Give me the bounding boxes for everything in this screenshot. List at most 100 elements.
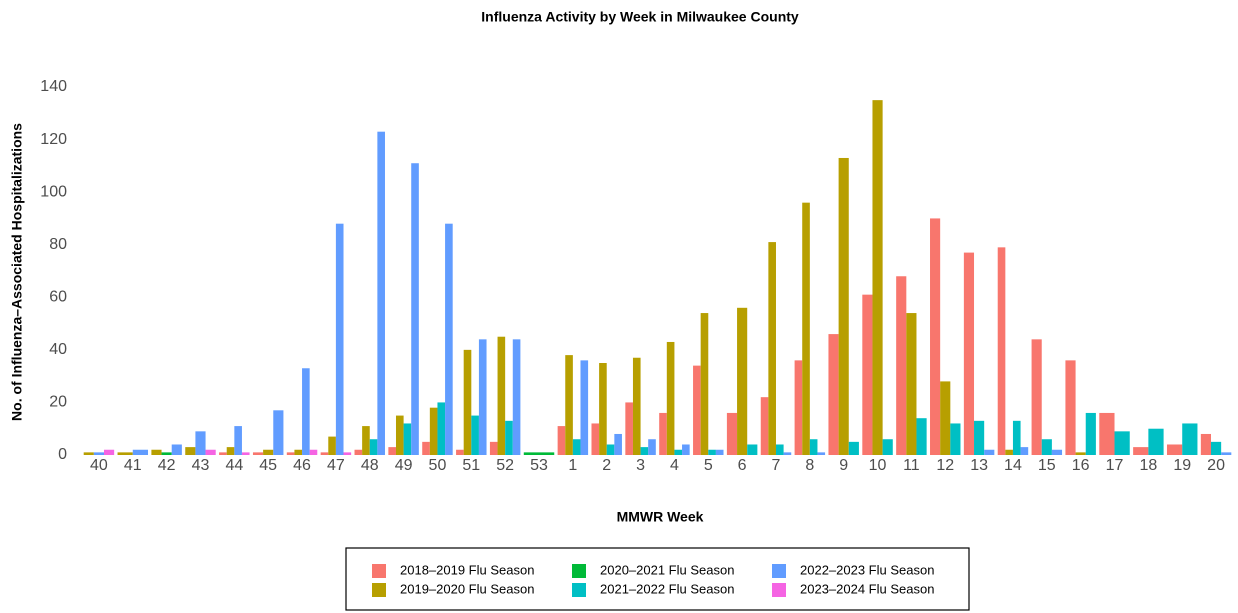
bar (437, 402, 446, 455)
bar (354, 449, 363, 455)
bar (726, 412, 738, 455)
bar (747, 444, 758, 455)
bar (335, 223, 344, 455)
bar (1031, 339, 1042, 455)
bar (984, 449, 995, 455)
bar (906, 313, 917, 455)
bar (93, 452, 105, 455)
bar (377, 131, 385, 455)
x-tick-label: 49 (395, 457, 413, 474)
bar (682, 444, 690, 455)
y-tick-label: 120 (40, 131, 67, 148)
bar (343, 452, 352, 455)
bar (219, 452, 227, 455)
bar (930, 218, 941, 455)
bar (1148, 428, 1164, 455)
y-tick-label: 140 (40, 78, 67, 95)
bar (1065, 360, 1076, 455)
bar (614, 433, 622, 455)
bar (848, 441, 859, 455)
x-tick-label: 4 (670, 457, 679, 474)
bar (838, 157, 849, 455)
y-tick-label: 0 (58, 446, 67, 463)
bar (565, 355, 573, 455)
bar (309, 449, 318, 455)
legend-label: 2022–2023 Flu Season (800, 562, 934, 577)
bar (802, 202, 810, 455)
bar (429, 407, 438, 455)
bar (286, 452, 295, 455)
bar (302, 368, 310, 455)
bar (252, 452, 264, 455)
bar (768, 242, 776, 455)
bar (104, 449, 115, 455)
legend-swatch (772, 583, 786, 597)
bar (132, 449, 149, 455)
bar (1133, 447, 1149, 455)
legend-swatch (772, 564, 786, 578)
bar (185, 447, 196, 455)
bar (523, 452, 555, 455)
x-tick-label: 52 (496, 457, 514, 474)
bar (1041, 439, 1052, 455)
x-tick-label: 7 (772, 457, 781, 474)
legend-swatch (572, 564, 586, 578)
x-tick-label: 16 (1072, 457, 1090, 474)
x-tick-label: 44 (225, 457, 243, 474)
x-tick-label: 53 (530, 457, 548, 474)
x-tick-label: 12 (936, 457, 954, 474)
bar (625, 402, 633, 455)
legend-label: 2023–2024 Flu Season (800, 581, 934, 596)
bar (591, 423, 600, 455)
bar (572, 439, 581, 455)
bar (1075, 452, 1086, 455)
bar (648, 439, 656, 455)
x-tick-label: 48 (361, 457, 379, 474)
legend-label: 2019–2020 Flu Season (400, 581, 534, 596)
x-tick-label: 51 (462, 457, 480, 474)
bar (708, 449, 716, 455)
x-tick-label: 47 (327, 457, 345, 474)
bar (1005, 449, 1013, 455)
bar (171, 444, 182, 455)
bar (1099, 412, 1115, 455)
bar (606, 444, 615, 455)
x-tick-label: 43 (192, 457, 210, 474)
bar (505, 420, 513, 455)
bar (369, 439, 378, 455)
bar (1114, 431, 1130, 455)
x-tick-label: 13 (970, 457, 988, 474)
x-tick-label: 11 (903, 457, 920, 474)
bar (659, 412, 667, 455)
x-tick-label: 14 (1004, 457, 1022, 474)
bar (273, 410, 284, 455)
bar (226, 447, 235, 455)
bar (737, 307, 748, 455)
bar (916, 418, 927, 455)
x-tick-label: 2 (602, 457, 611, 474)
x-tick-label: 5 (704, 457, 713, 474)
bar (1012, 420, 1021, 455)
x-tick-label: 6 (738, 457, 747, 474)
bar (809, 439, 818, 455)
bar (161, 452, 172, 455)
bar (666, 341, 675, 455)
bar (463, 349, 472, 455)
legend-swatch (572, 583, 586, 597)
bar (940, 381, 951, 455)
bar (557, 426, 566, 455)
bar (445, 223, 453, 455)
x-tick-label: 10 (869, 457, 887, 474)
bar (862, 294, 873, 455)
x-tick-label: 3 (636, 457, 645, 474)
bar (580, 360, 589, 455)
bar (489, 441, 498, 455)
bar (422, 441, 430, 455)
bar (828, 334, 839, 455)
bar (1166, 444, 1183, 455)
bar (294, 449, 303, 455)
legend-label: 2020–2021 Flu Season (600, 562, 734, 577)
x-tick-label: 41 (124, 457, 142, 474)
x-tick-label: 45 (259, 457, 277, 474)
x-tick-label: 18 (1139, 457, 1157, 474)
